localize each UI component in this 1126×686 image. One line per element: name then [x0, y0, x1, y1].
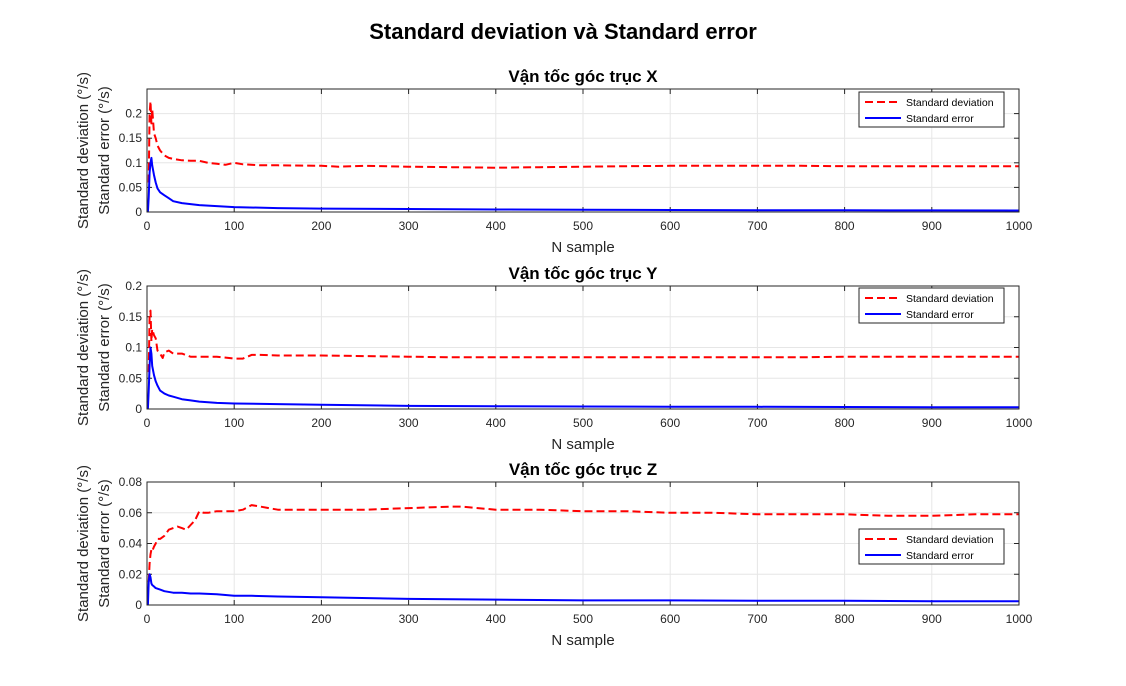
axes-2: 0 100 200 300 400 500 600 700 800 900 1000 0 0.05 0.1… [75, 264, 1033, 453]
y-tick-label: 0.2 [125, 279, 142, 293]
legend-box [858, 287, 1005, 324]
y-tick-label: 0.05 [119, 180, 143, 194]
x-tick-label: 700 [747, 612, 767, 626]
x-tick-label: 200 [311, 612, 331, 626]
x-tick-label: 900 [922, 219, 942, 233]
legend-box [858, 91, 1005, 128]
y-tick-label: 0.08 [119, 475, 143, 489]
x-tick-label: 200 [311, 416, 331, 430]
legend: Standard deviation Standard error [858, 287, 1005, 324]
x-axis-label: N sample [551, 632, 614, 649]
y-tick-label: 0 [135, 598, 142, 612]
series-line-std-error [146, 573, 1019, 606]
x-tick-label: 600 [660, 416, 680, 430]
x-tick-label: 800 [835, 612, 855, 626]
y-tick-label: 0.1 [125, 341, 142, 355]
x-tick-label: 100 [224, 612, 244, 626]
y-axis-label-std-error: Standard error (°/s) [96, 283, 113, 412]
legend-label-std-error: Standard error [906, 550, 974, 562]
x-tick-label: 1000 [1006, 416, 1033, 430]
x-tick-label: 500 [573, 612, 593, 626]
legend: Standard deviation Standard error [858, 91, 1005, 128]
legend-box [858, 528, 1005, 565]
series-line-std-error [146, 156, 1020, 213]
x-tick-label: 500 [573, 416, 593, 430]
x-tick-label: 300 [399, 612, 419, 626]
y-tick-label: 0 [135, 402, 142, 416]
x-tick-label: 0 [144, 612, 151, 626]
legend-label-std-deviation: Standard deviation [906, 534, 994, 546]
x-tick-label: 300 [399, 416, 419, 430]
axes-title: Vận tốc góc trục Z [509, 460, 657, 479]
y-axis-label-std-error: Standard error (°/s) [96, 479, 113, 608]
x-tick-label: 100 [224, 219, 244, 233]
x-tick-label: 0 [144, 416, 151, 430]
y-tick-label: 0.04 [119, 537, 143, 551]
legend-label-std-error: Standard error [906, 113, 974, 125]
x-tick-label: 200 [311, 219, 331, 233]
x-tick-label: 100 [224, 416, 244, 430]
x-tick-label: 800 [835, 219, 855, 233]
x-tick-label: 400 [486, 416, 506, 430]
series-line-std-deviation [147, 100, 1019, 183]
x-tick-label: 400 [486, 219, 506, 233]
y-tick-label: 0.02 [119, 567, 143, 581]
x-tick-label: 700 [747, 219, 767, 233]
y-tick-label: 0.2 [125, 107, 142, 121]
y-tick-label: 0.1 [125, 156, 142, 170]
x-tick-label: 600 [660, 612, 680, 626]
y-tick-label: 0.06 [119, 506, 143, 520]
x-tick-label: 1000 [1006, 219, 1033, 233]
x-tick-label: 500 [573, 219, 593, 233]
y-tick-label: 0 [135, 205, 142, 219]
legend-label-std-deviation: Standard deviation [906, 97, 994, 109]
axes-box [146, 481, 1020, 606]
legend-label-std-deviation: Standard deviation [906, 293, 994, 305]
series-line-std-error [146, 346, 1019, 410]
axes-box [146, 88, 1020, 213]
series-line-std-deviation [147, 504, 1019, 582]
axes-title: Vận tốc góc trục Y [509, 264, 659, 283]
legend: Standard deviation Standard error [858, 528, 1005, 565]
series-line-std-deviation [147, 309, 1019, 373]
axes-box [146, 285, 1020, 410]
axes-title: Vận tốc góc trục X [508, 67, 658, 86]
axes-3: 0 100 200 300 400 500 600 700 800 900 1000 0 0.02 0.0… [75, 460, 1033, 649]
x-axis-label: N sample [551, 436, 614, 453]
y-tick-label: 0.15 [119, 131, 143, 145]
x-tick-label: 400 [486, 612, 506, 626]
x-tick-label: 0 [144, 219, 151, 233]
x-tick-label: 600 [660, 219, 680, 233]
x-tick-label: 900 [922, 612, 942, 626]
x-tick-label: 1000 [1006, 612, 1033, 626]
x-tick-label: 700 [747, 416, 767, 430]
x-axis-label: N sample [551, 239, 614, 256]
y-axis-label-std-deviation: Standard deviation (°/s) [75, 72, 92, 229]
x-tick-label: 800 [835, 416, 855, 430]
y-axis-label-std-error: Standard error (°/s) [96, 86, 113, 215]
axes-1: 0 100 200 300 400 500 600 700 800 900 1000 0 0.05 0.1… [75, 67, 1033, 256]
figure-title: Standard deviation và Standard error [369, 19, 757, 44]
x-tick-label: 300 [399, 219, 419, 233]
y-axis-label-std-deviation: Standard deviation (°/s) [75, 465, 92, 622]
y-axis-label-std-deviation: Standard deviation (°/s) [75, 269, 92, 426]
legend-label-std-error: Standard error [906, 309, 974, 321]
y-tick-label: 0.15 [119, 310, 143, 324]
y-tick-label: 0.05 [119, 371, 143, 385]
x-tick-label: 900 [922, 416, 942, 430]
